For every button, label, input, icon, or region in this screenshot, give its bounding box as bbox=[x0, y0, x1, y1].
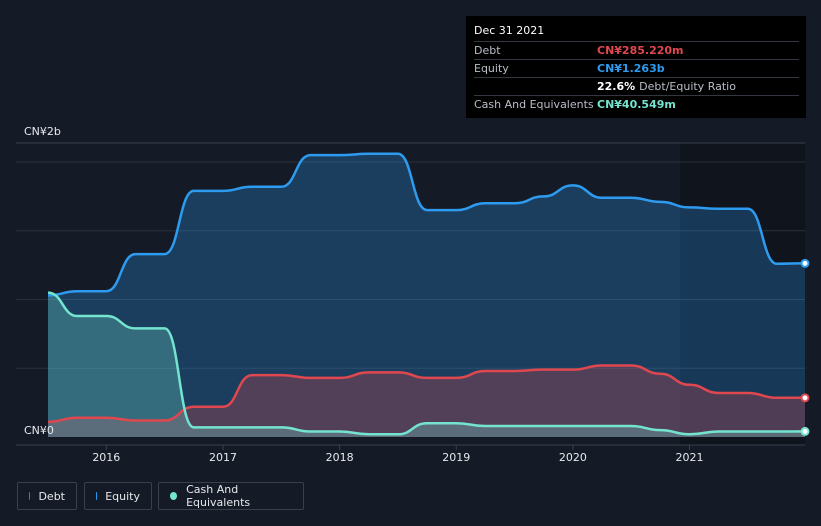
area-debt bbox=[48, 365, 805, 437]
endpoint-cash-and-equivalents bbox=[800, 426, 810, 436]
tooltip-ratio-label bbox=[474, 78, 597, 95]
x-tick-label: 2017 bbox=[209, 451, 237, 464]
tooltip-equity-value: CN¥1.263b bbox=[597, 62, 665, 75]
y-tick-label-top: CN¥2b bbox=[24, 125, 61, 138]
area-cash-and-equivalents bbox=[48, 292, 805, 437]
tooltip-ratio-caption: Debt/Equity Ratio bbox=[639, 80, 736, 93]
line-debt bbox=[47, 364, 805, 424]
tooltip-row-ratio: 22.6% Debt/Equity Ratio bbox=[474, 77, 799, 95]
tooltip-debt-label: Debt bbox=[474, 44, 501, 57]
tooltip-cash-label: Cash And Equivalents bbox=[474, 98, 594, 111]
tooltip-date: Dec 31 2021 bbox=[474, 24, 545, 37]
gridlines bbox=[16, 142, 805, 446]
legend-label-equity: Equity bbox=[105, 489, 140, 503]
tooltip-equity-label: Equity bbox=[474, 62, 509, 75]
tooltip-panel: Dec 31 2021 Debt CN¥285.220m Equity CN¥1… bbox=[466, 16, 806, 118]
legend-item-debt[interactable]: Debt bbox=[17, 482, 77, 510]
cash-legend-dot-icon bbox=[170, 492, 178, 500]
plot-highlight-bg bbox=[680, 143, 805, 445]
line-equity bbox=[47, 152, 806, 297]
x-tick-label: 2021 bbox=[676, 451, 704, 464]
series-endpoints bbox=[800, 258, 810, 436]
x-tick-label: 2020 bbox=[559, 451, 587, 464]
legend-label-cash: Cash And Equivalents bbox=[186, 483, 251, 509]
endpoint-equity bbox=[800, 258, 810, 268]
tooltip-row-cash: Cash And Equivalents CN¥40.549m bbox=[474, 95, 799, 113]
tooltip-cash-value: CN¥40.549m bbox=[597, 98, 676, 111]
tooltip-debt-value: CN¥285.220m bbox=[597, 44, 684, 57]
legend-item-equity[interactable]: Equity bbox=[84, 482, 152, 510]
y-tick-label-zero: CN¥0 bbox=[24, 424, 54, 437]
legend-label-debt: Debt bbox=[38, 489, 65, 503]
endpoint-debt bbox=[800, 393, 810, 403]
line-cash-and-equivalents bbox=[47, 291, 806, 436]
tooltip-row-debt: Debt CN¥285.220m bbox=[474, 41, 799, 59]
legend-item-cash[interactable]: Cash And Equivalents bbox=[158, 482, 304, 510]
tooltip-ratio-value: 22.6% bbox=[597, 80, 636, 93]
x-tick-label: 2018 bbox=[326, 451, 354, 464]
series-lines bbox=[47, 152, 806, 436]
x-axis: 2016 2017 2018 2019 2020 2021 bbox=[92, 445, 704, 464]
x-tick-label: 2016 bbox=[92, 451, 120, 464]
tooltip-row-equity: Equity CN¥1.263b bbox=[474, 59, 799, 77]
x-tick-label: 2019 bbox=[442, 451, 470, 464]
